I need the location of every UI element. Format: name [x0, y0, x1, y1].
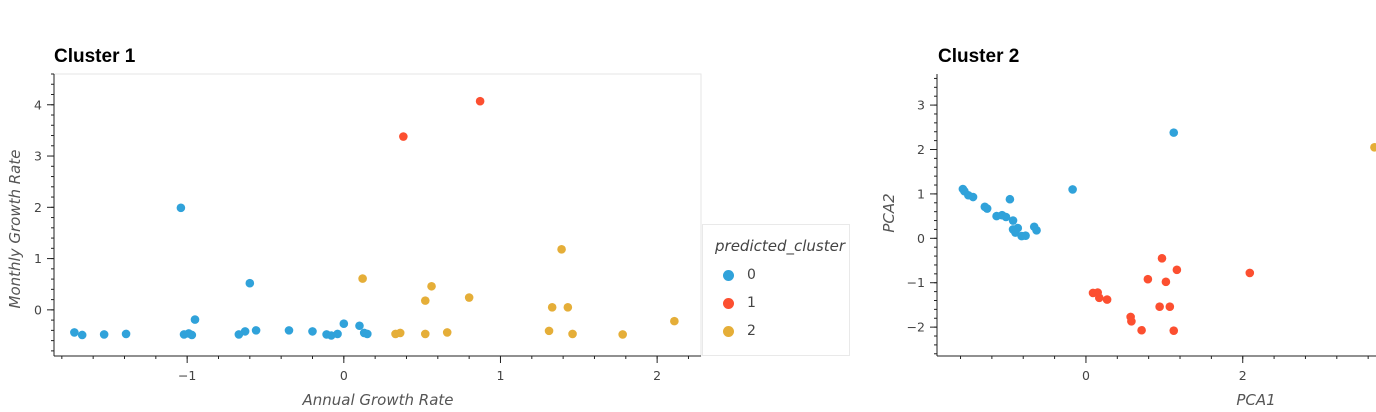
data-point-cluster-1[interactable] [399, 132, 408, 141]
data-point-cluster-2[interactable] [670, 316, 679, 326]
cluster-1-chart: −1 0 1 2 0 1 2 3 4 Annual Growth Rate Monthly Grow… [6, 73, 702, 409]
data-point-cluster-0[interactable] [355, 321, 364, 331]
data-point-cluster-2[interactable] [395, 328, 405, 338]
y-axis-label: PCA2 [880, 193, 898, 232]
data-point-cluster-1[interactable] [1137, 325, 1146, 335]
y-tick-label: 2 [917, 142, 925, 157]
data-point-cluster-0[interactable] [1169, 128, 1179, 137]
data-point-cluster-2[interactable] [1370, 142, 1376, 152]
data-point-cluster-2[interactable] [547, 302, 557, 312]
data-point-cluster-0[interactable] [190, 315, 200, 324]
x-tick-label: 1 [497, 368, 505, 383]
legend-title: predicted_cluster [715, 237, 845, 255]
data-point-cluster-0[interactable] [1032, 226, 1041, 235]
legend-label-2: 2 [747, 323, 756, 339]
cluster-2-title: Cluster 2 [938, 46, 1020, 67]
data-point-cluster-0[interactable] [1008, 216, 1018, 225]
data-point-cluster-2[interactable] [464, 293, 474, 302]
data-point-cluster-1[interactable] [475, 96, 485, 106]
legend-item-1[interactable]: 1 [723, 293, 756, 313]
y-tick-label: 3 [34, 149, 42, 164]
data-point-cluster-1[interactable] [1155, 302, 1164, 312]
data-point-cluster-0[interactable] [308, 327, 317, 336]
data-point-cluster-0[interactable] [339, 319, 349, 328]
legend-swatch-1 [723, 297, 734, 309]
legend-label-0: 0 [747, 267, 756, 283]
data-point-cluster-1[interactable] [1143, 274, 1153, 284]
data-points [958, 128, 1376, 335]
plot-frame [53, 73, 702, 357]
x-axis-label: PCA1 [1236, 391, 1275, 409]
legend-item-2[interactable]: 2 [723, 321, 756, 341]
data-point-cluster-0[interactable] [333, 329, 342, 339]
data-point-cluster-0[interactable] [245, 278, 255, 288]
x-axis-label: Annual Growth Rate [301, 391, 453, 409]
x-tick-label: 2 [653, 368, 661, 383]
data-point-cluster-0[interactable] [982, 204, 992, 213]
y-tick-label: 0 [34, 302, 42, 317]
x-tick-label: 2 [1239, 368, 1247, 383]
legend-swatch-0 [723, 269, 734, 281]
data-point-cluster-2[interactable] [544, 326, 554, 336]
data-point-cluster-1[interactable] [1169, 326, 1179, 335]
y-tick-label: 1 [34, 251, 42, 266]
data-point-cluster-1[interactable] [1172, 265, 1182, 275]
data-point-cluster-2[interactable] [358, 274, 367, 283]
y-axis-label: Monthly Growth Rate [6, 150, 24, 309]
y-tick-label: 2 [34, 200, 42, 215]
data-point-cluster-0[interactable] [240, 327, 250, 336]
y-tick-label: 0 [917, 231, 925, 246]
data-point-cluster-0[interactable] [121, 329, 131, 339]
legend-label-1: 1 [747, 295, 756, 311]
data-point-cluster-0[interactable] [1005, 194, 1015, 204]
data-point-cluster-1[interactable] [1165, 302, 1175, 312]
data-point-cluster-2[interactable] [568, 329, 577, 339]
data-point-cluster-0[interactable] [251, 326, 261, 335]
data-point-cluster-0[interactable] [1013, 223, 1023, 233]
y-tick-label: 3 [917, 98, 925, 113]
data-point-cluster-0[interactable] [1021, 231, 1030, 240]
data-point-cluster-1[interactable] [1161, 277, 1171, 287]
data-point-cluster-2[interactable] [420, 329, 430, 339]
data-point-cluster-1[interactable] [1245, 268, 1255, 278]
data-point-cluster-0[interactable] [968, 192, 978, 202]
data-point-cluster-0[interactable] [176, 203, 186, 213]
data-point-cluster-2[interactable] [427, 281, 436, 291]
cluster-2-chart: 0 2 −2 −1 0 1 2 3 PCA1 PCA2 [880, 74, 1376, 409]
data-point-cluster-0[interactable] [1068, 185, 1077, 194]
data-point-cluster-2[interactable] [563, 302, 573, 312]
x-tick-label: −1 [178, 368, 196, 383]
data-point-cluster-0[interactable] [363, 329, 372, 339]
legend: predicted_cluster 0 1 2 [702, 224, 850, 356]
data-point-cluster-2[interactable] [420, 296, 430, 305]
data-point-cluster-1[interactable] [1157, 253, 1167, 263]
data-point-cluster-0[interactable] [187, 330, 197, 340]
cluster-1-title: Cluster 1 [54, 46, 136, 67]
y-tick-label: −2 [907, 320, 925, 335]
data-point-cluster-0[interactable] [1001, 212, 1011, 222]
data-point-cluster-0[interactable] [99, 330, 109, 339]
legend-item-0[interactable]: 0 [723, 265, 756, 285]
y-tick-label: 1 [917, 186, 925, 201]
data-points [70, 96, 679, 340]
data-point-cluster-1[interactable] [1102, 295, 1112, 304]
data-point-cluster-0[interactable] [77, 330, 87, 340]
data-point-cluster-2[interactable] [557, 245, 566, 254]
y-tick-label: 4 [34, 97, 42, 112]
y-tick-label: −1 [907, 275, 925, 290]
legend-swatch-2 [723, 325, 734, 337]
data-point-cluster-2[interactable] [618, 330, 627, 339]
data-point-cluster-0[interactable] [70, 328, 79, 337]
x-tick-label: 0 [1082, 368, 1090, 383]
x-tick-label: 0 [340, 368, 348, 383]
data-point-cluster-1[interactable] [1094, 293, 1104, 303]
data-point-cluster-1[interactable] [1127, 317, 1136, 326]
data-point-cluster-0[interactable] [284, 326, 294, 335]
data-point-cluster-2[interactable] [442, 328, 452, 337]
